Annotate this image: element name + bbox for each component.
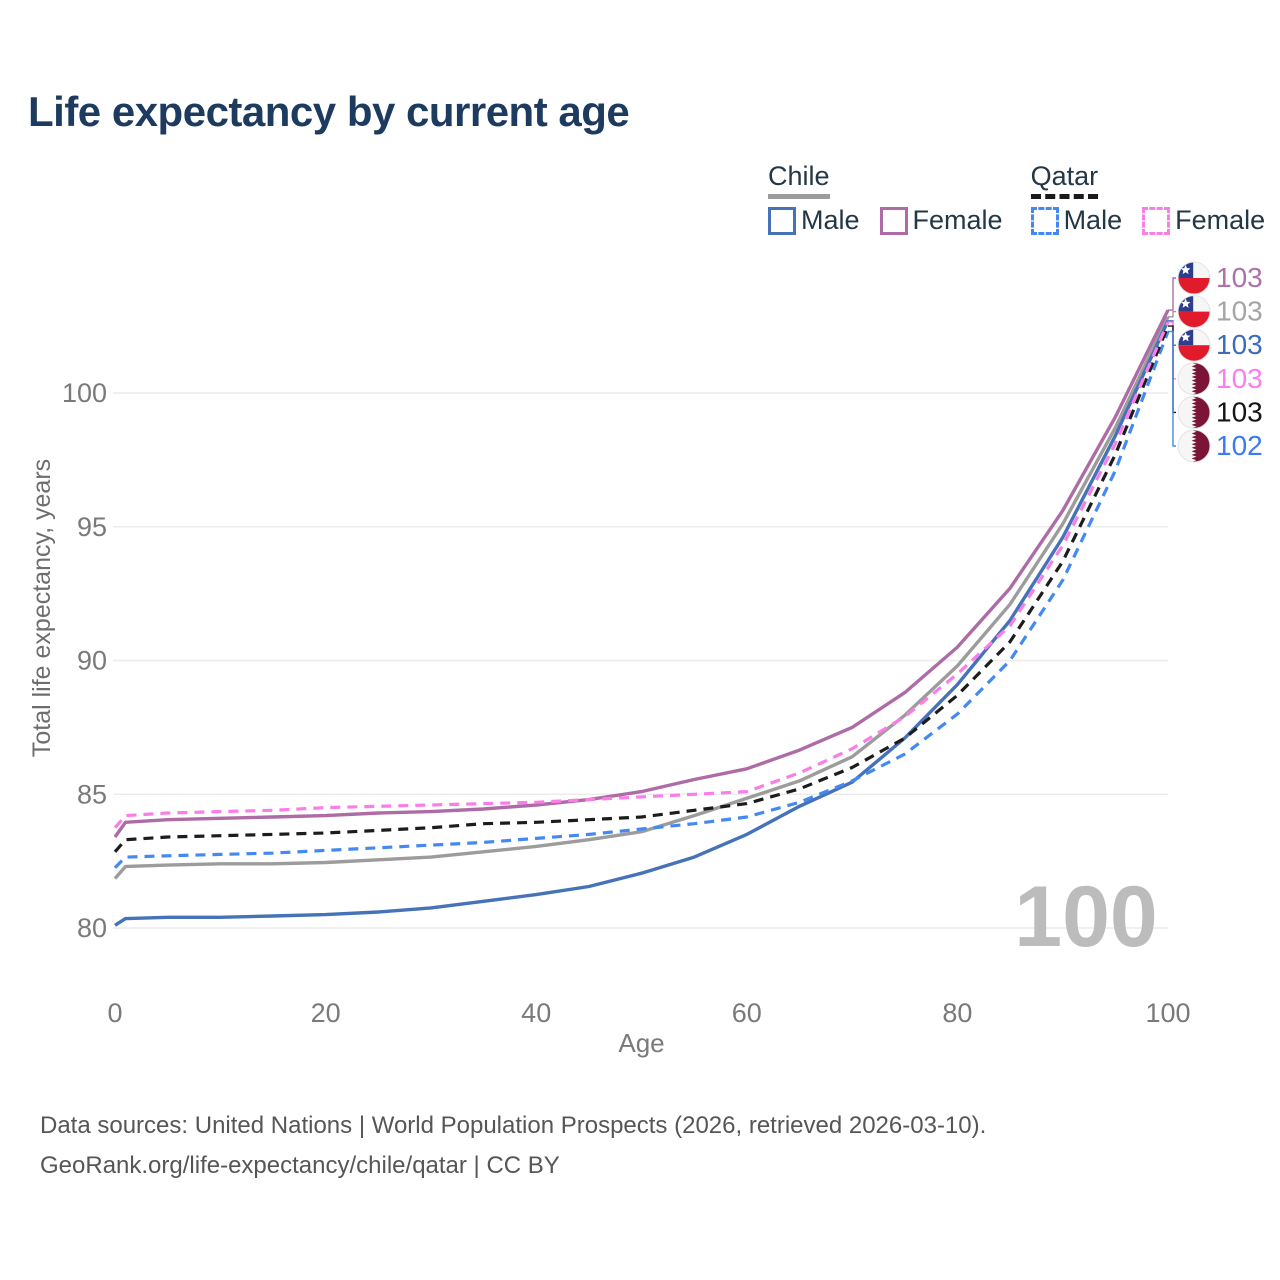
qatar-male-swatch-icon xyxy=(1030,206,1059,235)
chile-flag-icon xyxy=(1178,329,1210,362)
legend-chile-heading: Chile xyxy=(768,161,830,200)
end-label-row-qatar-both: 103 xyxy=(1177,395,1263,429)
x-axis-title: Age xyxy=(618,1028,664,1058)
chile-flag-icon xyxy=(1178,262,1210,294)
end-value-label: 103 xyxy=(1216,296,1263,327)
footer: Data sources: United Nations | World Pop… xyxy=(40,1106,986,1187)
gridlines: 80 85 90 95 100 xyxy=(62,378,1168,943)
legend-qatar-items: Male Female xyxy=(1030,205,1265,236)
series-line-chile-both[interactable] xyxy=(113,316,1170,880)
legend-chile-items: Male Female xyxy=(768,205,1003,236)
qatar-flag-icon xyxy=(1178,396,1210,429)
leader-line-qatar-male xyxy=(1168,330,1176,447)
chile-flag-icon xyxy=(1178,295,1210,328)
series-line-qatar-both[interactable] xyxy=(113,325,1170,853)
life-expectancy-line-chart: 80 85 90 95 100 0 20 40 60 80 100 Age Total life exp… xyxy=(28,261,1263,1058)
legend-item-chile-male[interactable]: Male xyxy=(768,205,860,236)
end-label-row-chile-male: 103 xyxy=(1177,328,1263,362)
leader-line-chile-male xyxy=(1168,320,1176,346)
series-lines xyxy=(113,309,1170,927)
y-tick-label: 95 xyxy=(77,512,107,542)
end-label-row-chile-both: 103 xyxy=(1177,295,1263,329)
x-tick-label: 80 xyxy=(942,998,972,1028)
end-value-label: 102 xyxy=(1216,430,1263,461)
legend-item-label: Female xyxy=(912,205,1003,236)
chile-female-swatch-icon xyxy=(879,206,908,235)
end-value-label: 103 xyxy=(1216,262,1263,293)
x-tick-label: 20 xyxy=(311,998,341,1028)
qatar-flag-icon xyxy=(1178,362,1210,395)
legend-item-qatar-male[interactable]: Male xyxy=(1030,205,1123,236)
series-line-chile-male[interactable] xyxy=(114,320,1170,927)
end-value-label: 103 xyxy=(1216,396,1263,427)
legend-qatar-heading: Qatar xyxy=(1030,161,1099,200)
end-value-label: 103 xyxy=(1216,329,1263,360)
leader-line-qatar-both xyxy=(1168,325,1176,414)
legend-item-chile-female[interactable]: Female xyxy=(879,205,1003,236)
end-value-label: 103 xyxy=(1216,363,1263,394)
chile-male-swatch-icon xyxy=(768,206,796,235)
legend-group-chile: Chile Male Female xyxy=(768,161,1003,236)
y-tick-label: 85 xyxy=(77,779,107,809)
end-label-row-chile-female: 103 xyxy=(1177,261,1263,295)
footer-attribution: GeoRank.org/life-expectancy/chile/qatar … xyxy=(40,1152,560,1180)
y-tick-label: 90 xyxy=(77,646,107,676)
x-tick-label: 100 xyxy=(1145,998,1190,1028)
leader-line-chile-both xyxy=(1168,310,1176,318)
end-label-row-qatar-female: 103 xyxy=(1177,362,1263,396)
y-tick-label: 80 xyxy=(77,913,107,943)
qatar-flag-icon xyxy=(1178,430,1210,462)
series-line-chile-female[interactable] xyxy=(113,309,1170,838)
y-axis-title: Total life expectancy, years xyxy=(28,459,56,757)
page-title: Life expectancy by current age xyxy=(28,88,630,135)
qatar-female-swatch-icon xyxy=(1142,206,1171,235)
leader-line-chile-female xyxy=(1168,277,1176,311)
legend-item-qatar-female[interactable]: Female xyxy=(1142,205,1265,236)
legend-item-label: Male xyxy=(801,205,860,236)
end-label-row-qatar-male: 102 xyxy=(1177,429,1263,463)
footer-data-sources: Data sources: United Nations | World Pop… xyxy=(40,1112,987,1139)
legend-item-label: Male xyxy=(1063,205,1123,236)
series-line-qatar-female[interactable] xyxy=(113,321,1170,829)
x-tick-label: 60 xyxy=(732,998,762,1028)
legend-group-qatar: Qatar Male Female xyxy=(1030,161,1265,236)
series-line-qatar-male[interactable] xyxy=(113,330,1170,869)
leader-line-qatar-female xyxy=(1168,321,1176,380)
legend-item-label: Female xyxy=(1175,205,1266,236)
x-tick-label: 40 xyxy=(521,998,551,1028)
y-tick-label: 100 xyxy=(62,378,107,408)
age-counter-watermark: 100 xyxy=(1014,869,1158,965)
x-tick-label: 0 xyxy=(107,998,122,1028)
legend: Chile Male Female Qatar Male xyxy=(768,161,1265,236)
